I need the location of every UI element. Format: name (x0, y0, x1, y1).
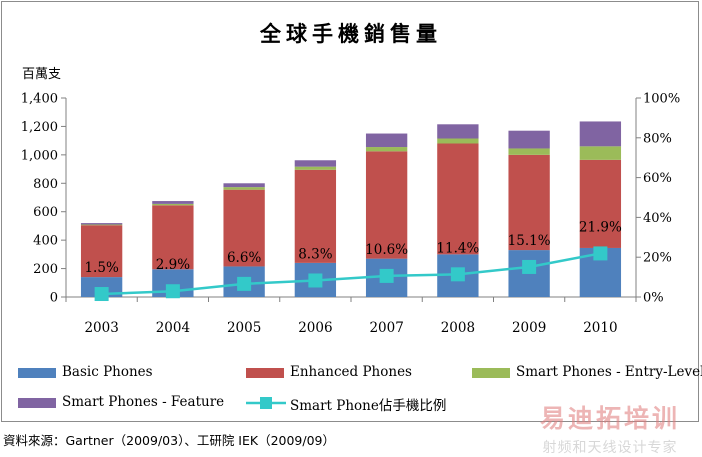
smartphone-share-point (593, 246, 608, 261)
x-tick-label: 2003 (84, 320, 118, 336)
bar-smart-feature (579, 121, 622, 147)
y-left-tick-label: 1,400 (21, 92, 58, 107)
smartphone-share-point (237, 276, 252, 291)
x-tick-label: 2005 (227, 320, 261, 336)
y-right-tick-label: 100% (643, 92, 680, 107)
smartphone-share-line (101, 252, 601, 296)
y-right-tick-label: 80% (643, 131, 672, 146)
smartphone-share-point (522, 259, 537, 274)
bar-enhanced-phones (294, 169, 337, 263)
y-right-tick-label: 0% (643, 291, 664, 306)
bar-smart-feature (80, 223, 123, 225)
smartphone-share-point (308, 273, 323, 288)
smartphone-share-data-label: 8.3% (298, 246, 332, 262)
legend-label-basic-phones: Basic Phones (62, 364, 153, 380)
x-tick-label: 2007 (369, 320, 403, 336)
y-right-tick-label: 60% (643, 171, 672, 186)
smartphone-share-data-label: 15.1% (508, 233, 551, 249)
y-right-tick-label: 40% (643, 211, 672, 226)
legend-label-enhanced-phones: Enhanced Phones (290, 364, 412, 380)
y-left-tick-label: 400 (33, 234, 58, 249)
bar-enhanced-phones (508, 154, 550, 251)
y-left-tick-label: 200 (33, 262, 58, 277)
x-tick-label: 2006 (298, 320, 332, 336)
bar-enhanced-phones (365, 151, 408, 259)
legend-swatch-smartphone-share (246, 397, 286, 409)
x-tick-label: 2009 (512, 320, 546, 336)
smartphone-share-data-label: 10.6% (365, 242, 408, 258)
smartphone-share-data-label: 11.4% (436, 240, 479, 256)
watermark-line1: 易迪拓培训 (540, 404, 681, 433)
bar-smart-entry (365, 147, 408, 152)
smartphone-share-data-label: 2.9% (156, 257, 190, 273)
bar-enhanced-phones (437, 143, 479, 255)
y-axis-unit-label: 百萬支 (22, 67, 62, 82)
x-tick-label: 2004 (156, 320, 190, 336)
x-tick-label: 2010 (583, 320, 617, 336)
smartphone-share-point (450, 267, 465, 282)
legend-label-smartphone-share: Smart Phone佔手機比例 (290, 398, 447, 414)
smartphone-share-data-label: 21.9% (579, 219, 622, 235)
bar-smart-entry (152, 203, 194, 206)
legend-swatch-enhanced-phones (246, 368, 284, 378)
watermark-line2: 射频和天线设计专家 (542, 440, 678, 456)
bar-smart-entry (508, 148, 550, 155)
source-note: 資料來源：Gartner（2009/03）、工研院 IEK（2009/09） (3, 433, 336, 448)
y-left-tick-label: 1,000 (21, 148, 58, 163)
chart-title: 全球手機銷售量 (260, 22, 442, 46)
chart-plot: 0 200 400 600 800 1,000 1,200 1,400 0% 20% 40% 60% 8… (21, 92, 680, 337)
bar-enhanced-phones (152, 205, 194, 270)
bar-smart-feature (365, 133, 408, 148)
bar-enhanced-phones (80, 225, 123, 278)
smartphone-share-point (94, 287, 109, 302)
bar-smart-entry (294, 166, 337, 170)
bar-smart-feature (508, 130, 550, 149)
bar-smart-feature (294, 160, 337, 167)
bar-smart-entry (80, 224, 123, 226)
watermark: 易迪拓培训 射频和天线设计专家 (540, 399, 680, 457)
bar-smart-feature (152, 201, 194, 204)
legend-swatch-smart-entry (472, 368, 510, 378)
legend-swatch-basic-phones (18, 368, 56, 378)
x-tick-label: 2008 (441, 320, 475, 336)
smartphone-share-point (379, 268, 394, 283)
bar-smart-feature (223, 183, 265, 188)
bar-smart-entry (223, 187, 265, 190)
legend-label-smart-entry: Smart Phones - Entry-Level (516, 364, 702, 380)
legend-label-smart-feature: Smart Phones - Feature (62, 394, 225, 410)
bar-smart-feature (437, 124, 479, 139)
smartphone-share-data-label: 1.5% (84, 260, 118, 276)
legend-swatch-smart-feature (18, 398, 56, 408)
bar-smart-entry (437, 138, 479, 144)
y-left-tick-label: 800 (33, 177, 58, 192)
y-right-tick-label: 20% (643, 251, 672, 266)
y-left-tick-label: 1,200 (21, 120, 58, 135)
bar-smart-entry (579, 146, 622, 160)
bar-enhanced-phones (223, 189, 265, 267)
bar-enhanced-phones (579, 159, 622, 248)
smartphone-share-data-label: 6.6% (227, 250, 261, 266)
y-left-tick-label: 0 (50, 291, 58, 306)
y-left-tick-label: 600 (33, 205, 58, 220)
smartphone-share-point (165, 284, 180, 299)
